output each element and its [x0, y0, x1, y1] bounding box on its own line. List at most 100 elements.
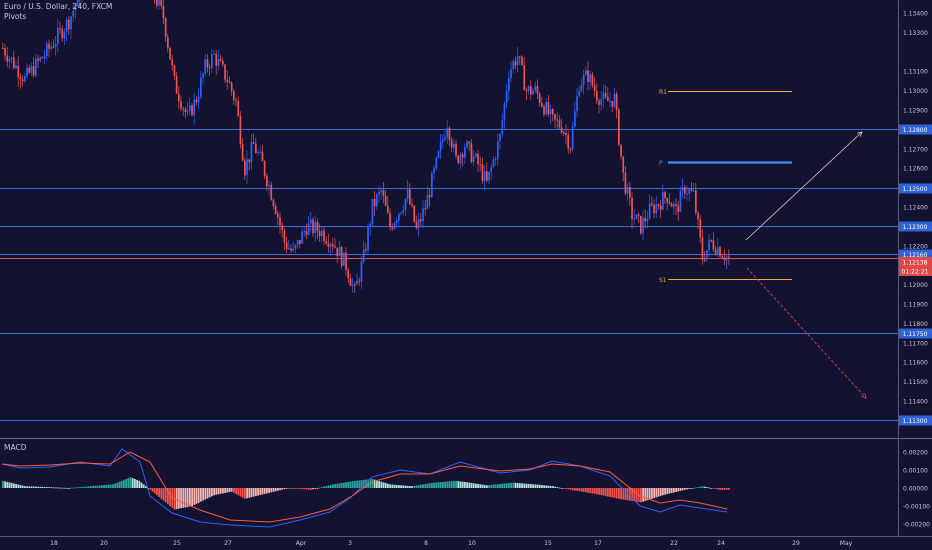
candle-body — [373, 199, 376, 207]
macd-histogram-bar — [103, 485, 105, 488]
candle-body — [211, 54, 213, 69]
candle-body — [519, 56, 521, 58]
candle-body — [191, 105, 193, 116]
level-price-tag[interactable] — [899, 183, 932, 194]
candle-body — [464, 147, 466, 158]
macd-histogram-bar — [461, 481, 464, 488]
macd-histogram-bar — [41, 486, 44, 488]
candle-body — [692, 190, 695, 192]
macd-histogram-bar — [197, 488, 200, 503]
macd-histogram-bar — [525, 483, 528, 488]
macd-histogram-bar — [404, 485, 407, 488]
macd-histogram-bar — [266, 488, 268, 494]
level-price-tag[interactable] — [899, 249, 932, 260]
macd-histogram-bar — [413, 485, 416, 488]
candle-body — [349, 278, 352, 286]
macd-histogram-bar — [224, 488, 226, 493]
candle-body — [200, 77, 202, 97]
current-price-tag[interactable] — [899, 266, 932, 276]
candle-body — [398, 213, 400, 221]
macd-histogram-bar — [701, 486, 704, 488]
level-price-label: 1.11300 — [903, 418, 928, 425]
macd-histogram-bar — [294, 488, 297, 489]
macd-histogram-bar — [365, 479, 367, 488]
macd-tick-label: -0.00200 — [903, 522, 930, 529]
level-price-tag[interactable] — [899, 124, 932, 135]
level-price-tag[interactable] — [899, 221, 932, 232]
macd-histogram-bar — [127, 478, 130, 488]
macd-histogram-bar — [246, 488, 248, 499]
macd-histogram-bar — [272, 488, 275, 492]
macd-histogram-bar — [598, 488, 600, 495]
macd-histogram-bar — [393, 484, 396, 488]
macd-histogram-bar — [602, 488, 605, 496]
candle-body — [241, 143, 244, 161]
macd-histogram-bar — [629, 488, 631, 501]
macd-histogram-bar — [307, 488, 310, 490]
macd-histogram-bar — [257, 488, 259, 496]
candle-body — [642, 217, 644, 234]
macd-histogram-bar — [486, 485, 488, 488]
candle-body — [534, 85, 537, 91]
macd-histogram-bar — [706, 487, 708, 488]
macd-histogram-bar — [52, 487, 55, 489]
projection-line-down[interactable] — [746, 267, 867, 399]
macd-histogram-bar — [195, 488, 198, 504]
current-price-tag[interactable] — [899, 257, 932, 267]
level-price-label: 1.11750 — [903, 331, 928, 338]
macd-histogram-bar — [57, 487, 59, 489]
candle-body — [538, 93, 541, 103]
candle-body — [4, 48, 6, 56]
macd-histogram-bar — [76, 487, 79, 489]
candle-body — [343, 252, 345, 266]
candle-body — [156, 0, 158, 6]
candle-body — [706, 249, 708, 260]
level-price-tag[interactable] — [899, 328, 932, 339]
candle-body — [301, 231, 303, 244]
candle-body — [63, 31, 66, 39]
macd-title[interactable]: MACD — [4, 443, 27, 452]
indicator-name[interactable]: Pivots — [4, 12, 27, 21]
symbol-title[interactable]: Euro / U.S. Dollar, 240, FXCM — [4, 2, 113, 11]
macd-histogram-bar — [268, 488, 270, 493]
macd-histogram-bar — [105, 484, 108, 488]
candle-body — [318, 231, 321, 237]
macd-histogram-bar — [107, 484, 110, 488]
pivot-label-s1: S1 — [659, 277, 667, 284]
candle-body — [532, 90, 534, 95]
macd-histogram-bar — [37, 486, 39, 488]
macd-histogram-bar — [585, 488, 587, 493]
macd-histogram-bar — [609, 488, 611, 497]
candle-body — [160, 0, 163, 6]
macd-histogram-bar — [208, 488, 211, 498]
macd-histogram-bar — [426, 483, 429, 488]
candle-body — [17, 65, 20, 78]
candle-body — [541, 102, 543, 107]
macd-histogram-bar — [457, 481, 460, 488]
candle-body — [237, 101, 240, 116]
macd-histogram-bar — [532, 484, 534, 488]
candle-body — [668, 202, 671, 204]
level-price-tag[interactable] — [899, 415, 932, 426]
macd-histogram-bar — [167, 488, 169, 505]
macd-histogram-bar — [695, 487, 697, 489]
macd-histogram-bar — [277, 488, 279, 491]
macd-histogram-bar — [202, 488, 204, 501]
macd-histogram-bar — [497, 484, 499, 488]
candle-body — [175, 75, 178, 94]
candle-body — [184, 108, 187, 113]
macd-histogram-bar — [576, 488, 578, 491]
time-tick-label: 8 — [424, 540, 428, 547]
macd-histogram-bar — [657, 488, 660, 497]
macd-histogram-bar — [571, 488, 574, 491]
projection-line-up[interactable] — [745, 131, 863, 241]
candle-body — [481, 164, 484, 182]
macd-histogram-bar — [615, 488, 618, 499]
candle-body — [193, 99, 196, 116]
macd-histogram-bar — [521, 483, 523, 488]
candle-body — [332, 244, 334, 247]
candle-body — [536, 85, 539, 94]
candle-body — [721, 256, 724, 258]
